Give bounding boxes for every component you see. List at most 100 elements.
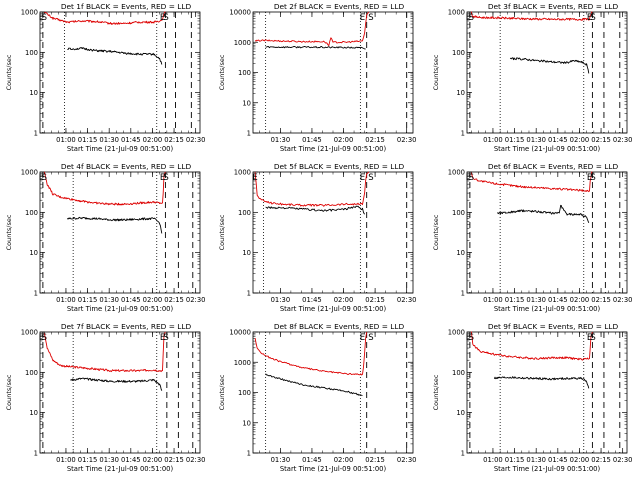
s-marker-label: S: [590, 333, 595, 343]
y-tick-label: 1000: [448, 169, 465, 177]
x-tick-label: 01:00: [56, 136, 76, 144]
e-marker-label: E: [360, 333, 365, 343]
plot-frame: [39, 331, 201, 454]
s-marker-label: S: [368, 173, 373, 183]
panel-title: Det 2f BLACK = Events, RED = LLD: [274, 2, 405, 11]
y-tick-label: 1: [34, 450, 38, 458]
s-marker-label: S: [163, 333, 168, 343]
y-tick-label: 10: [242, 99, 251, 107]
events-series-line: [493, 376, 590, 389]
y-tick-label: 100: [238, 69, 251, 77]
detector-panel: Det 3f BLACK = Events, RED = LLD Counts/s…: [432, 2, 633, 153]
x-tick-label: 01:45: [302, 456, 322, 464]
x-tick-label: 01:15: [505, 456, 525, 464]
y-tick-label: 1000: [234, 359, 251, 367]
e-marker-label: E: [160, 333, 165, 343]
y-tick-label: 100: [25, 209, 38, 217]
e-marker-label: E: [466, 173, 471, 183]
lld-series-line: [254, 11, 370, 47]
x-tick-label: 01:30: [99, 296, 119, 304]
x-tick-label: 02:30: [186, 296, 206, 304]
panel-title: Det 4f BLACK = Events, RED = LLD: [61, 162, 192, 171]
x-tick-label: 01:00: [483, 296, 503, 304]
e-marker-label: E: [160, 13, 165, 23]
y-tick-label: 1: [247, 130, 251, 138]
x-tick-label: 01:00: [56, 296, 76, 304]
x-tick-label: 02:00: [334, 456, 354, 464]
x-axis-label: Start Time (21-Jul-09 00:51:00): [494, 305, 601, 313]
x-tick-label: 02:15: [164, 136, 184, 144]
x-tick-label: 02:15: [365, 136, 385, 144]
s-marker-label: S: [469, 13, 474, 23]
lld-series-line: [254, 171, 370, 207]
x-tick-label: 02:00: [143, 456, 163, 464]
y-axis-label: Counts/sec: [5, 214, 13, 250]
lld-series-line: [43, 331, 166, 373]
plot-frame: [252, 11, 414, 134]
x-tick-label: 01:15: [78, 136, 98, 144]
y-tick-label: 1000: [21, 169, 38, 177]
y-tick-label: 10: [456, 249, 465, 257]
x-tick-label: 01:45: [121, 456, 141, 464]
y-tick-label: 10: [29, 89, 38, 97]
y-axis-label: Counts/sec: [432, 214, 440, 250]
plot-frame: [252, 171, 414, 294]
y-tick-label: 1: [34, 130, 38, 138]
y-tick-label: 1000: [21, 329, 38, 337]
x-tick-label: 02:15: [365, 456, 385, 464]
y-tick-label: 10: [456, 89, 465, 97]
s-marker-label: S: [163, 13, 168, 23]
x-tick-label: 01:00: [483, 456, 503, 464]
x-tick-label: 02:15: [365, 296, 385, 304]
y-tick-label: 10: [242, 419, 251, 427]
y-tick-label: 100: [25, 369, 38, 377]
x-tick-label: 01:00: [483, 136, 503, 144]
plot-frame: [466, 171, 628, 294]
x-tick-label: 02:15: [591, 456, 611, 464]
y-tick-label: 100: [238, 389, 251, 397]
y-axis-label: Counts/sec: [5, 374, 13, 410]
e-marker-label: E: [587, 333, 592, 343]
x-tick-label: 02:00: [143, 296, 163, 304]
y-tick-label: 1: [247, 450, 251, 458]
x-axis-label: Start Time (21-Jul-09 00:51:00): [67, 465, 174, 473]
events-series-line: [509, 57, 590, 74]
y-tick-label: 10: [29, 249, 38, 257]
x-tick-label: 01:45: [548, 296, 568, 304]
x-tick-label: 02:30: [186, 136, 206, 144]
x-tick-label: 02:30: [186, 456, 206, 464]
e-marker-label: E: [39, 173, 44, 183]
s-marker-label: S: [469, 333, 474, 343]
x-tick-label: 02:30: [613, 136, 633, 144]
panel-title: Det 8f BLACK = Events, RED = LLD: [274, 322, 405, 331]
e-marker-label: E: [39, 13, 44, 23]
x-tick-label: 01:30: [271, 136, 291, 144]
y-tick-label: 10000: [229, 9, 251, 17]
x-tick-label: 01:30: [271, 296, 291, 304]
events-series-line: [67, 47, 163, 65]
x-axis-label: Start Time (21-Jul-09 00:51:00): [67, 305, 174, 313]
e-marker-label: E: [252, 173, 257, 183]
s-marker-label: S: [42, 13, 47, 23]
y-tick-label: 100: [452, 209, 465, 217]
y-tick-label: 10: [456, 409, 465, 417]
e-marker-label: E: [587, 173, 592, 183]
s-marker-label: S: [368, 333, 373, 343]
e-marker-label: E: [587, 13, 592, 23]
s-marker-label: S: [42, 333, 47, 343]
detector-panel: Det 2f BLACK = Events, RED = LLD Counts/s…: [218, 2, 416, 153]
x-tick-label: 01:30: [526, 456, 546, 464]
x-tick-label: 02:00: [570, 136, 590, 144]
events-series-line: [265, 45, 366, 50]
y-tick-label: 1: [247, 290, 251, 298]
plot-frame: [466, 11, 628, 134]
x-tick-label: 02:00: [334, 136, 354, 144]
y-axis-label: Counts/sec: [218, 214, 226, 250]
x-tick-label: 01:15: [505, 296, 525, 304]
x-tick-label: 01:30: [526, 296, 546, 304]
plot-frame: [39, 171, 201, 294]
detector-panel: Det 4f BLACK = Events, RED = LLD Counts/s…: [5, 162, 206, 313]
s-marker-label: S: [590, 173, 595, 183]
x-tick-label: 01:45: [548, 136, 568, 144]
